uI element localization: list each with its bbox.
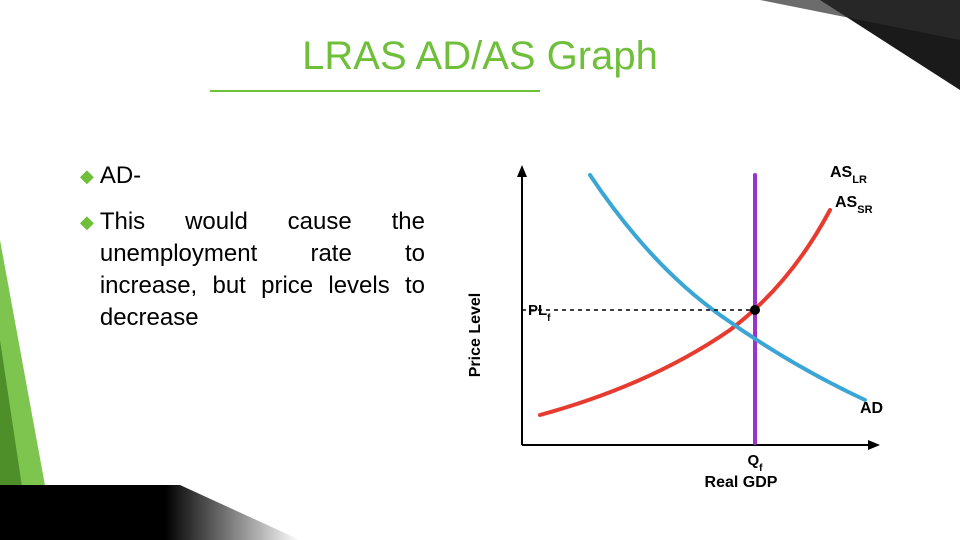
svg-text:Real GDP: Real GDP	[705, 474, 778, 491]
adas-chart: Price Level Real GDP ASLR ASSR AD PLf Qf	[460, 155, 940, 495]
bullet-list: ◆ AD- ◆ This would cause the unemploymen…	[80, 160, 425, 348]
bullet-marker-icon: ◆	[80, 160, 94, 192]
bullet-item: ◆ This would cause the unemployment rate…	[80, 206, 425, 334]
bullet-marker-icon: ◆	[80, 206, 94, 238]
bullet-text: AD-	[100, 160, 141, 192]
svg-text:Qf: Qf	[747, 452, 763, 474]
bullet-item: ◆ AD-	[80, 160, 425, 192]
svg-text:Price Level: Price Level	[467, 293, 484, 378]
bottom-left-dark-bar	[0, 485, 300, 540]
svg-text:ASSR: ASSR	[835, 194, 873, 216]
slide-title: LRAS AD/AS Graph	[0, 34, 960, 79]
svg-text:AD: AD	[860, 400, 883, 417]
svg-text:PLf: PLf	[528, 302, 551, 324]
adas-chart-svg: Price Level Real GDP ASLR ASSR AD PLf Qf	[460, 155, 940, 495]
bullet-text: This would cause the unemployment rate t…	[100, 206, 425, 334]
slide: LRAS AD/AS Graph ◆ AD- ◆ This would caus…	[0, 0, 960, 540]
svg-text:ASLR: ASLR	[830, 164, 867, 186]
title-underline	[210, 90, 540, 92]
